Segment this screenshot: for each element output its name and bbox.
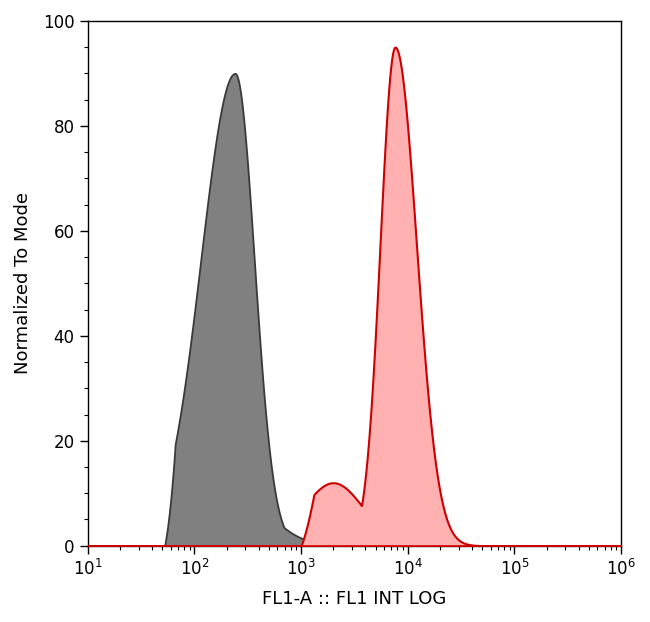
X-axis label: FL1-A :: FL1 INT LOG: FL1-A :: FL1 INT LOG	[263, 590, 447, 608]
Y-axis label: Normalized To Mode: Normalized To Mode	[14, 192, 32, 374]
